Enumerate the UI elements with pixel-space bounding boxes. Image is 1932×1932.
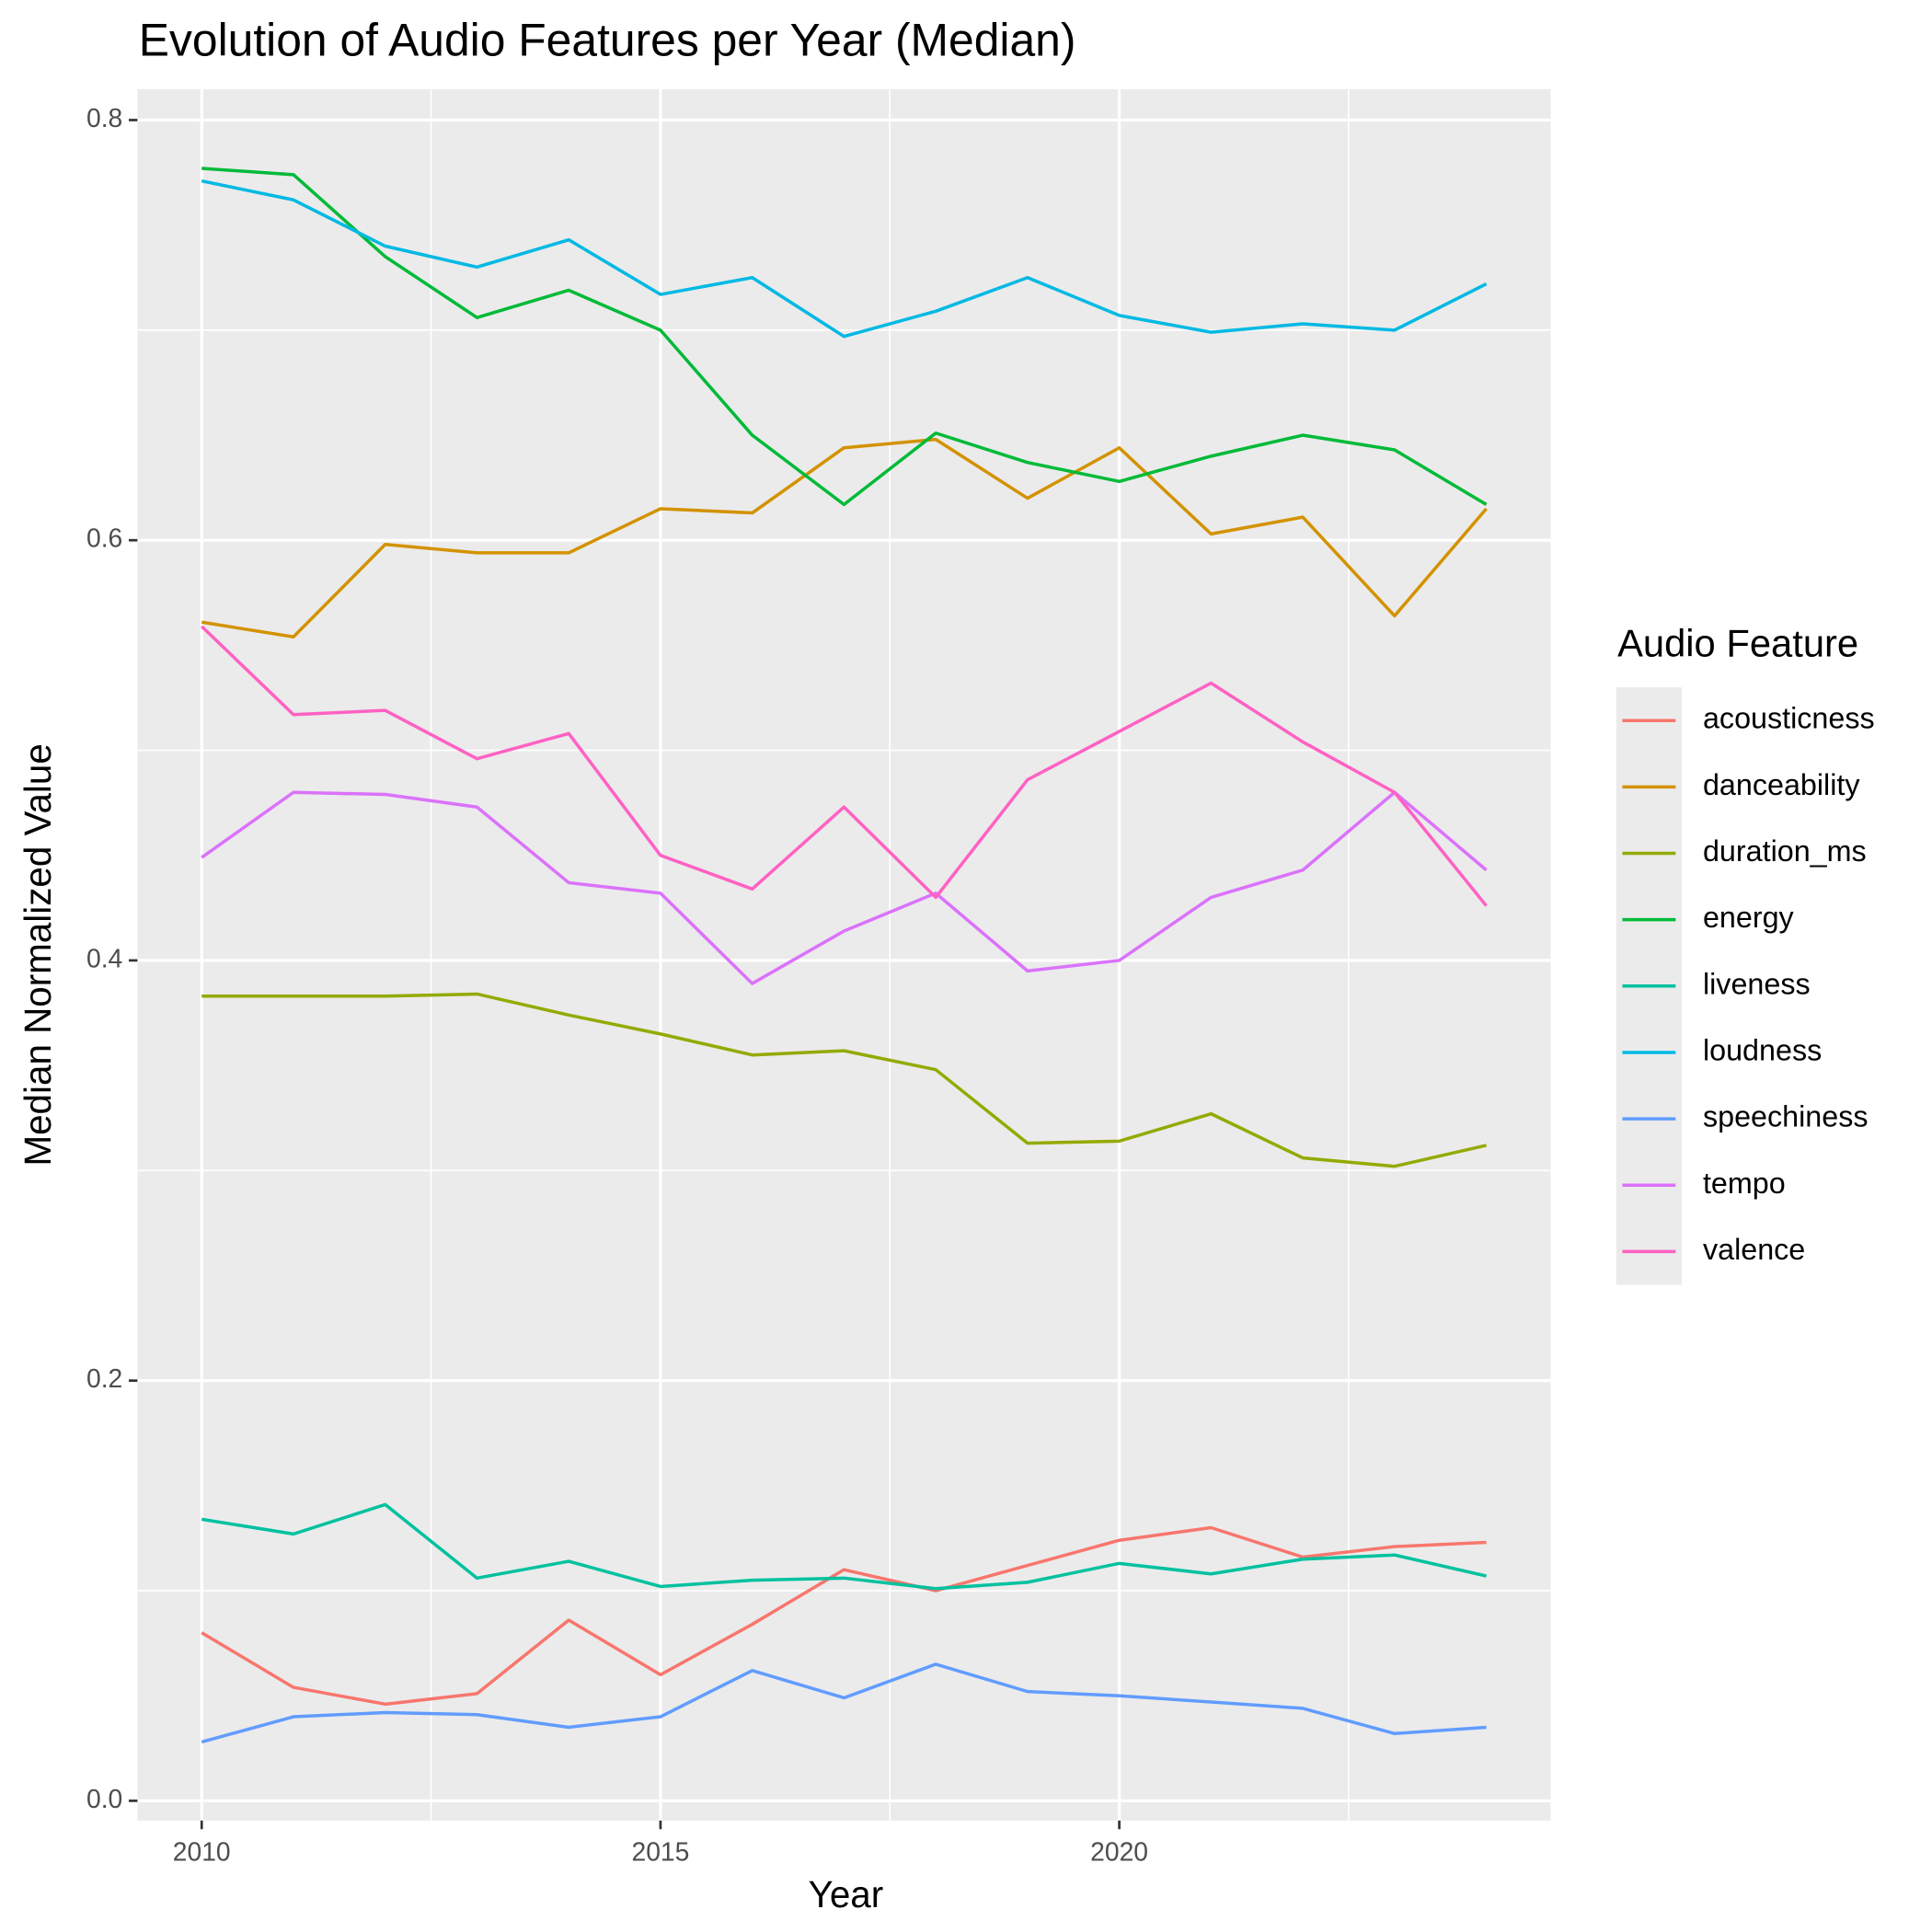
series-line: [201, 790, 1488, 985]
series-line: [201, 1502, 1487, 1591]
legend-title: Audio Feature: [1617, 622, 1858, 665]
chart-title: Evolution of Audio Features per Year (Me…: [139, 14, 1076, 65]
series-line: [201, 625, 1488, 907]
y-tick-label: 0.8: [86, 103, 122, 132]
legend-label: duration_ms: [1703, 834, 1867, 868]
legend-label: loudness: [1703, 1033, 1822, 1066]
y-tick-label: 0.0: [86, 1784, 122, 1813]
legend-label: energy: [1703, 901, 1795, 934]
x-tick-label: 2010: [173, 1837, 231, 1867]
y-tick-label: 0.4: [86, 943, 122, 972]
legend-label: acousticness: [1703, 702, 1875, 735]
y-axis-label: Median Normalized Value: [17, 743, 59, 1166]
x-tick-label: 2015: [631, 1837, 689, 1867]
series-line: [201, 167, 1488, 507]
legend-label: liveness: [1703, 967, 1811, 1000]
legend-label: speechiness: [1703, 1100, 1869, 1133]
series-line: [201, 992, 1487, 1168]
series-line: [201, 178, 1488, 339]
series-line: [201, 437, 1488, 639]
plot-panel: [137, 88, 1551, 1821]
y-tick-label: 0.2: [86, 1363, 122, 1393]
legend-label: danceability: [1703, 768, 1860, 801]
y-tick-label: 0.6: [86, 523, 122, 553]
legend-label: valence: [1703, 1233, 1805, 1266]
x-axis-label: Year: [809, 1873, 884, 1915]
series-line: [201, 1662, 1487, 1744]
legend-label: tempo: [1703, 1167, 1786, 1200]
x-tick-label: 2020: [1090, 1837, 1148, 1867]
series-line: [201, 1525, 1487, 1707]
